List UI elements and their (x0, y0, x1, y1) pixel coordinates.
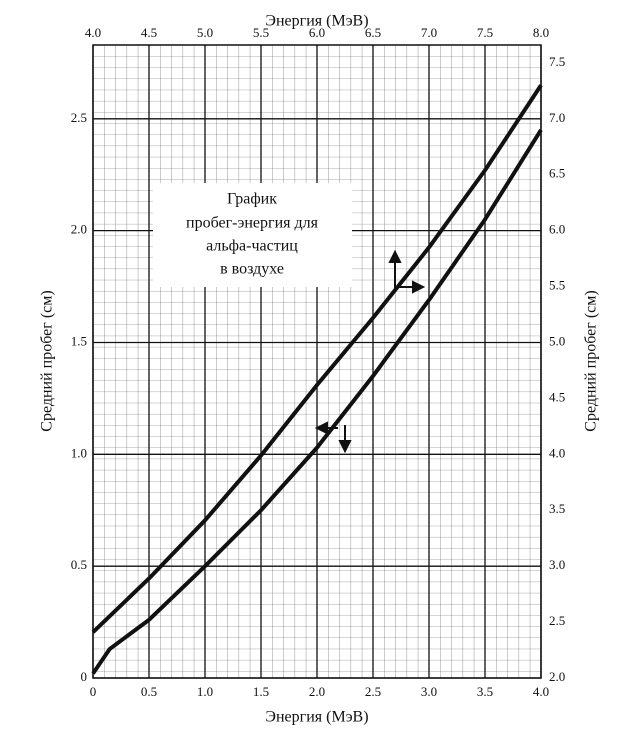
y-tick-label: 1.5 (71, 333, 87, 348)
y2-tick-label: 3.0 (549, 557, 565, 572)
x2-tick-label: 6.5 (365, 25, 381, 40)
x-tick-label: 0.5 (141, 684, 157, 699)
y-tick-label: 0 (81, 669, 88, 684)
x2-tick-label: 4.0 (85, 25, 101, 40)
y-tick-label: 0.5 (71, 557, 87, 572)
x-tick-label: 3.0 (421, 684, 437, 699)
y2-axis-label: Средний пробег (см) (583, 290, 600, 431)
x2-tick-label: 4.5 (141, 25, 157, 40)
y2-tick-label: 4.0 (549, 445, 565, 460)
y2-tick-label: 5.0 (549, 333, 565, 348)
x2-tick-label: 5.5 (253, 25, 269, 40)
x-tick-label: 1.0 (197, 684, 213, 699)
y2-tick-label: 3.5 (549, 501, 565, 516)
y-axis-label: Средний пробег (см) (39, 290, 56, 431)
annotation: График (227, 191, 277, 208)
y2-tick-label: 6.5 (549, 166, 565, 181)
x2-tick-label: 7.0 (421, 25, 437, 40)
y2-tick-label: 4.5 (549, 389, 565, 404)
y2-tick-label: 7.5 (549, 54, 565, 69)
x2-tick-label: 8.0 (533, 25, 549, 40)
x-tick-label: 4.0 (533, 684, 549, 699)
x-tick-label: 0 (90, 684, 97, 699)
annotation: пробег-энергия для (186, 215, 319, 232)
x2-tick-label: 6.0 (309, 25, 325, 40)
annotation-box (153, 183, 352, 287)
data-line (91, 84, 543, 634)
y2-tick-label: 2.0 (549, 669, 565, 684)
x-axis-label: Энергия (МэВ) (265, 709, 368, 726)
x-tick-label: 1.5 (253, 684, 269, 699)
data-line (91, 128, 543, 675)
y2-tick-label: 7.0 (549, 110, 565, 125)
y-tick-label: 2.0 (71, 222, 87, 237)
x-tick-label: 2.0 (309, 684, 325, 699)
y-tick-label: 1.0 (71, 445, 87, 460)
x2-tick-label: 5.0 (197, 25, 213, 40)
y-tick-label: 2.5 (71, 110, 87, 125)
x-tick-label: 3.5 (477, 684, 493, 699)
x2-tick-label: 7.5 (477, 25, 493, 40)
y2-tick-label: 2.5 (549, 613, 565, 628)
y2-tick-label: 6.0 (549, 222, 565, 237)
annotation: альфа-частиц (206, 238, 298, 255)
x2-axis-label: Энергия (МэВ) (265, 13, 368, 30)
x-tick-label: 2.5 (365, 684, 381, 699)
annotation: в воздухе (220, 261, 284, 278)
y2-tick-label: 5.5 (549, 278, 565, 293)
